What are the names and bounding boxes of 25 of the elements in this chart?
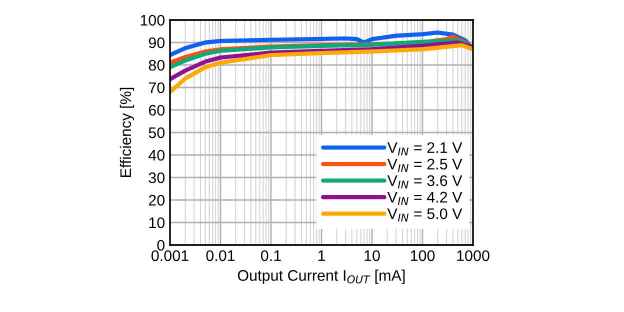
- y-tick-label: 100: [140, 14, 165, 26]
- legend-label: V$_{IN}$ = 5.0 V: [387, 208, 462, 222]
- legend-label: V$_{IN}$ = 3.6 V: [387, 175, 462, 188]
- x-tick-label: 0.01: [206, 250, 235, 262]
- legend-label: V$_{IN}$ = 2.1 V: [387, 142, 462, 156]
- y-tick-label: 90: [148, 37, 165, 48]
- x-tick-label: 0.1: [260, 250, 281, 262]
- x-tick-label: 1: [318, 250, 326, 261]
- y-tick-label: 40: [148, 150, 165, 161]
- y-tick-label: 70: [148, 82, 165, 94]
- y-axis-title: Efficiency [%]: [120, 88, 134, 177]
- y-tick-label: 20: [148, 194, 165, 206]
- x-tick-label: 0.001: [151, 250, 188, 262]
- y-tick-label: 10: [149, 217, 165, 228]
- y-tick-label: 50: [148, 127, 165, 138]
- x-tick-label: 10: [364, 250, 380, 262]
- y-tick-label: 60: [148, 104, 165, 116]
- legend-label: V$_{IN}$ = 4.2 V: [387, 192, 462, 205]
- x-tick-label: 100: [410, 250, 435, 262]
- x-axis-title: Output Current I$_{OUT}$ [mA]: [238, 270, 405, 284]
- y-tick-label: 0: [157, 240, 165, 251]
- x-tick-label: 1000: [457, 250, 490, 262]
- y-tick-label: 80: [148, 60, 165, 71]
- legend-label: V$_{IN}$ = 2.5 V: [387, 158, 462, 172]
- y-tick-label: 30: [148, 172, 165, 184]
